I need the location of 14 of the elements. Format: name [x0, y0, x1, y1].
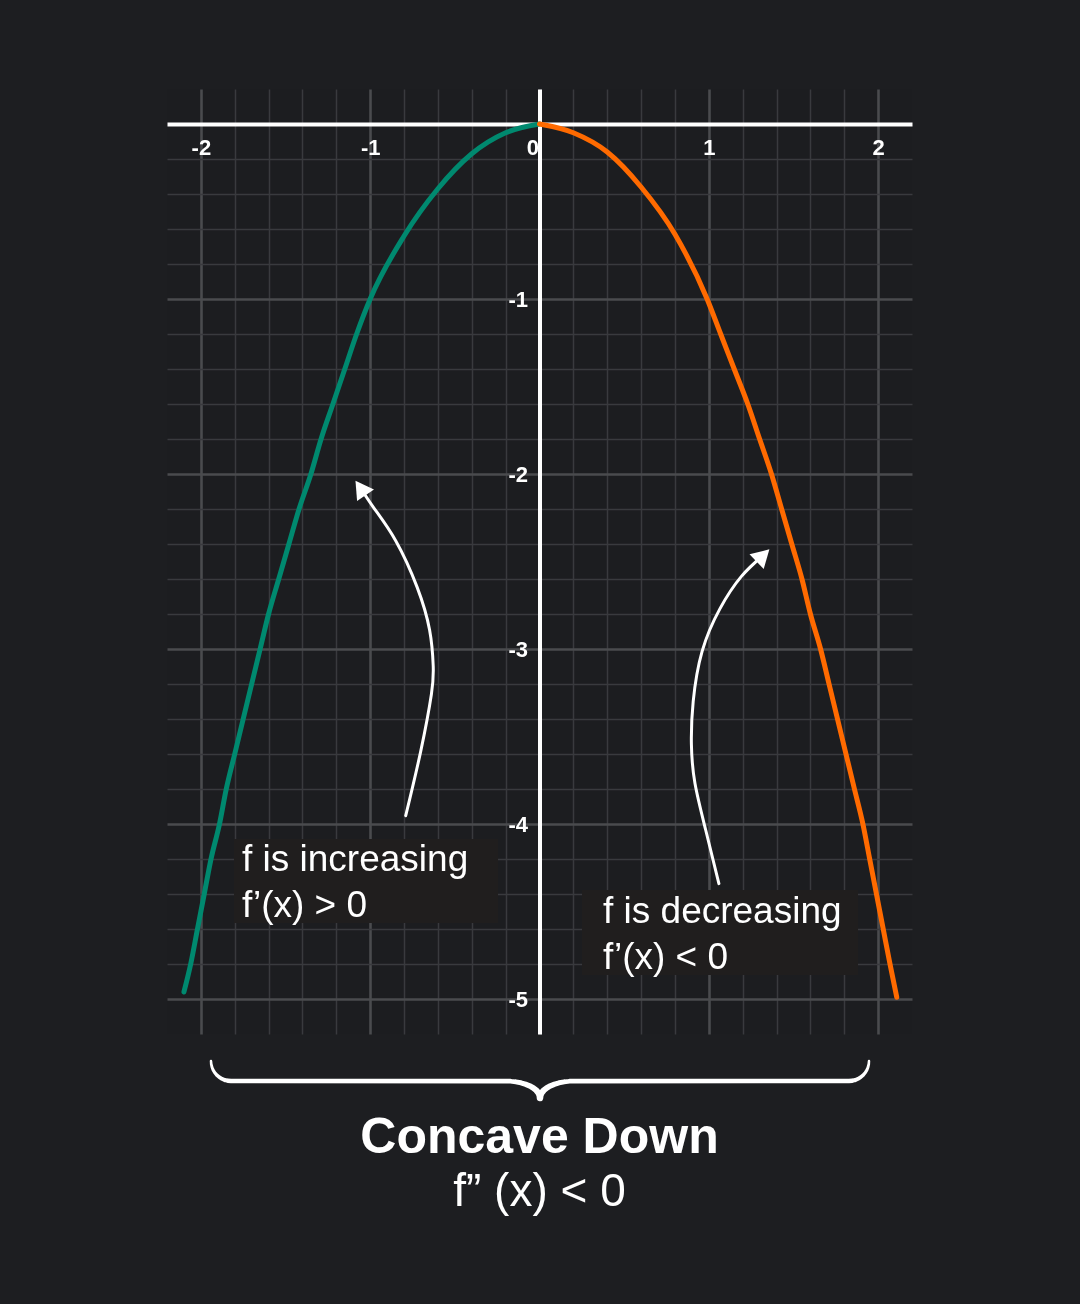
y-tick-label: -3: [508, 636, 528, 662]
y-tick-label: -2: [508, 461, 528, 487]
y-tick-label: -1: [508, 286, 528, 312]
annotation: f is decreasing f’(x) < 0: [603, 890, 842, 977]
text: f” (x) < 0: [453, 1164, 626, 1217]
x-tick-label: -1: [360, 134, 381, 160]
x-tick-label: 0: [526, 134, 539, 160]
y-tick-label: -4: [508, 811, 529, 837]
x-tick-label: 2: [872, 134, 885, 160]
text: Concave Down: [360, 1108, 719, 1165]
x-tick-label: -2: [191, 134, 212, 160]
x-tick-label: 1: [703, 134, 716, 160]
annotation: f is increasing f’(x) > 0: [242, 838, 469, 925]
y-tick-label: -5: [508, 986, 528, 1012]
